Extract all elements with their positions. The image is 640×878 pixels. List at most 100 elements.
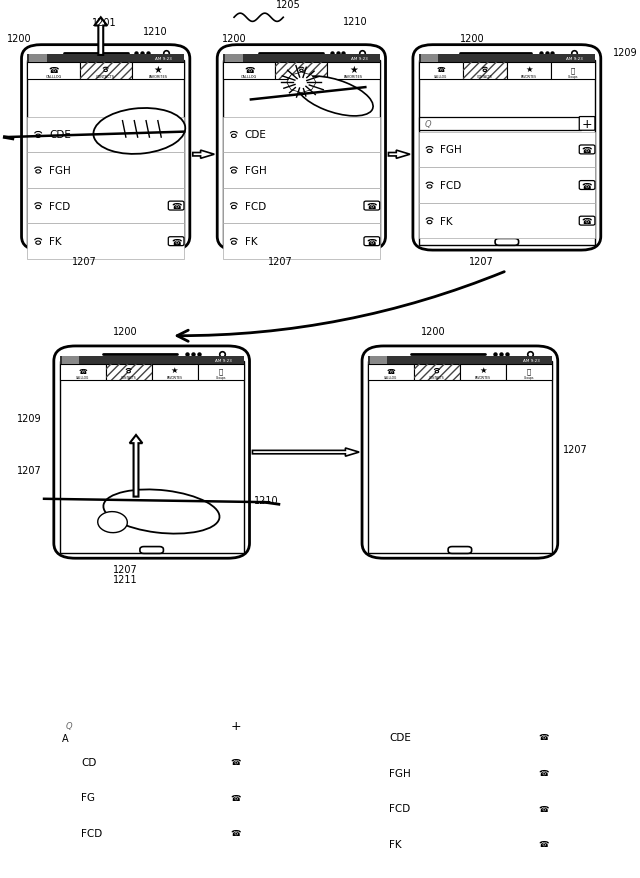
Text: CDE: CDE xyxy=(389,732,412,742)
Text: 1210: 1210 xyxy=(143,27,167,38)
FancyArrow shape xyxy=(193,151,214,159)
Text: ★: ★ xyxy=(154,65,162,75)
FancyBboxPatch shape xyxy=(364,237,380,247)
Bar xyxy=(419,168,595,204)
Bar xyxy=(28,55,184,63)
Bar xyxy=(463,63,507,80)
Ellipse shape xyxy=(98,512,127,533)
Text: Groups: Groups xyxy=(216,376,226,380)
Bar xyxy=(414,364,460,381)
Text: 1207: 1207 xyxy=(113,565,137,574)
Bar xyxy=(60,780,244,815)
Text: Q: Q xyxy=(425,119,431,129)
Text: 1209: 1209 xyxy=(612,48,637,58)
Text: ★: ★ xyxy=(479,366,486,375)
Text: 1200: 1200 xyxy=(222,34,247,44)
Text: ☎: ☎ xyxy=(367,237,377,247)
Text: 1200: 1200 xyxy=(420,327,445,336)
Text: Groups: Groups xyxy=(524,376,534,380)
Circle shape xyxy=(376,844,381,847)
FancyBboxPatch shape xyxy=(362,347,557,558)
Text: FCD: FCD xyxy=(440,181,461,191)
Bar xyxy=(28,189,184,224)
Text: Groups: Groups xyxy=(568,76,578,79)
Bar xyxy=(368,719,552,755)
Circle shape xyxy=(376,737,381,740)
Text: FG: FG xyxy=(81,792,95,802)
Circle shape xyxy=(435,371,438,373)
Bar xyxy=(223,63,275,80)
Bar xyxy=(60,815,244,851)
Text: ☎: ☎ xyxy=(582,217,592,226)
FancyBboxPatch shape xyxy=(536,803,552,813)
Text: FGH: FGH xyxy=(244,166,266,176)
Circle shape xyxy=(68,761,73,765)
FancyBboxPatch shape xyxy=(168,202,184,211)
Text: FK: FK xyxy=(244,237,257,247)
Text: ★: ★ xyxy=(349,65,358,75)
Circle shape xyxy=(232,241,236,245)
Bar xyxy=(223,118,380,153)
Text: ☎: ☎ xyxy=(582,182,592,191)
Circle shape xyxy=(68,832,73,836)
Text: 1207: 1207 xyxy=(563,444,588,455)
Bar xyxy=(223,55,380,63)
Circle shape xyxy=(68,797,73,801)
FancyBboxPatch shape xyxy=(228,757,244,766)
Text: ☎: ☎ xyxy=(78,368,87,374)
Text: 1205: 1205 xyxy=(276,0,301,10)
Text: +: + xyxy=(230,720,241,732)
Bar xyxy=(370,356,387,364)
Bar xyxy=(198,364,244,381)
FancyBboxPatch shape xyxy=(536,768,552,777)
Bar xyxy=(507,63,551,80)
Text: 1207: 1207 xyxy=(469,256,494,267)
Text: 1200: 1200 xyxy=(7,34,31,44)
FancyArrow shape xyxy=(388,151,410,159)
Bar xyxy=(551,63,595,80)
FancyBboxPatch shape xyxy=(364,202,380,211)
Bar xyxy=(419,55,595,63)
Bar xyxy=(79,63,132,80)
Ellipse shape xyxy=(93,109,185,155)
Circle shape xyxy=(427,150,432,154)
Bar xyxy=(29,55,47,63)
Bar xyxy=(463,63,507,80)
Bar xyxy=(60,744,244,780)
Text: CALLLOG: CALLLOG xyxy=(434,76,447,79)
Text: 👥: 👥 xyxy=(571,67,575,74)
Bar xyxy=(223,61,380,245)
Bar xyxy=(368,826,552,861)
Text: FK: FK xyxy=(389,838,402,849)
Circle shape xyxy=(36,206,40,210)
Bar xyxy=(368,362,552,553)
Text: FK: FK xyxy=(49,237,61,247)
Text: FAVORITES: FAVORITES xyxy=(521,76,537,79)
Text: AM 9:23: AM 9:23 xyxy=(156,57,172,61)
Text: CALLLOG: CALLLOG xyxy=(76,376,90,380)
FancyBboxPatch shape xyxy=(579,182,595,191)
FancyBboxPatch shape xyxy=(413,46,601,251)
Bar xyxy=(419,118,581,131)
Text: AM 9:23: AM 9:23 xyxy=(566,57,583,61)
Bar xyxy=(368,790,552,826)
Bar xyxy=(132,63,184,80)
Text: +: + xyxy=(582,118,593,131)
FancyBboxPatch shape xyxy=(448,547,472,554)
Text: ☎: ☎ xyxy=(582,146,592,155)
Bar xyxy=(61,356,79,364)
Text: ★: ★ xyxy=(525,65,532,74)
FancyBboxPatch shape xyxy=(94,239,117,246)
Text: CONTACTS: CONTACTS xyxy=(96,76,115,79)
Text: 1209: 1209 xyxy=(17,414,41,424)
Text: FCD: FCD xyxy=(389,803,411,813)
Text: ☎: ☎ xyxy=(244,66,254,75)
Text: Q: Q xyxy=(65,722,72,730)
Text: 1200: 1200 xyxy=(460,34,484,44)
Circle shape xyxy=(36,241,40,245)
Text: AM 9:23: AM 9:23 xyxy=(215,358,232,363)
Bar xyxy=(460,364,506,381)
Ellipse shape xyxy=(104,490,220,534)
FancyBboxPatch shape xyxy=(228,719,244,733)
Text: ☎: ☎ xyxy=(230,828,241,838)
